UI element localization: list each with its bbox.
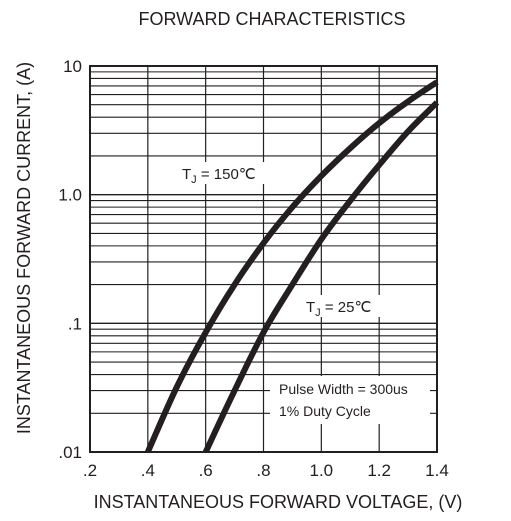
x-tick-label: 1.0: [310, 461, 334, 480]
x-tick-label: .4: [141, 461, 155, 480]
svg-text:TJ = 25℃: TJ = 25℃: [306, 299, 371, 319]
series-line-150c: [145, 79, 439, 454]
curves: [145, 79, 440, 454]
x-tick-label: .8: [256, 461, 270, 480]
x-tick-label: 1.4: [425, 461, 449, 480]
x-tick-label: .2: [83, 461, 97, 480]
series-label-150: TJ = 150℃: [176, 162, 268, 186]
x-tick-label: 1.2: [367, 461, 391, 480]
x-tick-label: .6: [199, 461, 213, 480]
grid: [89, 66, 438, 453]
tick-labels: .2 .4 .6 .8 1.0 1.2 1.4 10 1.0 .1 .01: [58, 57, 448, 480]
chart-title: FORWARD CHARACTERISTICS: [138, 9, 405, 29]
test-conditions-annotation: Pulse Width = 300us 1% Duty Cycle: [270, 376, 430, 424]
svg-text:TJ = 150℃: TJ = 150℃: [182, 166, 256, 186]
series-line-25c: [202, 100, 440, 454]
x-axis-label: INSTANTANEOUS FORWARD VOLTAGE, (V): [94, 492, 463, 512]
series-label-25: TJ = 25℃: [300, 295, 384, 319]
annotation-pulse-width: Pulse Width = 300us: [279, 381, 408, 397]
y-axis-label: INSTANTANEOUS FORWARD CURRENT, (A): [14, 62, 34, 434]
y-tick-label: 10: [63, 57, 82, 76]
annotation-duty-cycle: 1% Duty Cycle: [279, 403, 371, 419]
y-tick-label: 1.0: [58, 186, 82, 205]
y-tick-label: .01: [58, 443, 82, 462]
y-tick-label: .1: [68, 314, 82, 333]
plot-frame: [89, 65, 438, 453]
